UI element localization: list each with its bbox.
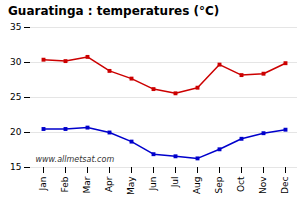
svg-text:20: 20 [10,127,22,137]
svg-text:35: 35 [10,22,21,32]
svg-text:Jan: Jan [38,177,48,192]
svg-text:25: 25 [10,92,21,102]
svg-text:30: 30 [10,57,22,67]
html-text:Guaratinga : temperatures (°C): Guaratinga : temperatures (°C) [8,4,220,18]
svg-text:May: May [126,176,136,195]
svg-text:Sep: Sep [214,176,224,193]
svg-text:www.allmetsat.com: www.allmetsat.com [36,155,115,164]
svg-text:Dec: Dec [280,176,290,193]
svg-text:Apr: Apr [104,176,114,192]
svg-text:15: 15 [10,162,21,172]
svg-text:Feb: Feb [60,176,70,192]
svg-text:Jul: Jul [170,177,180,189]
svg-text:Jun: Jun [148,177,158,192]
svg-text:Aug: Aug [192,177,202,195]
svg-text:Oct: Oct [236,176,246,192]
svg-text:Mar: Mar [82,176,92,193]
svg-text:Nov: Nov [258,176,268,194]
